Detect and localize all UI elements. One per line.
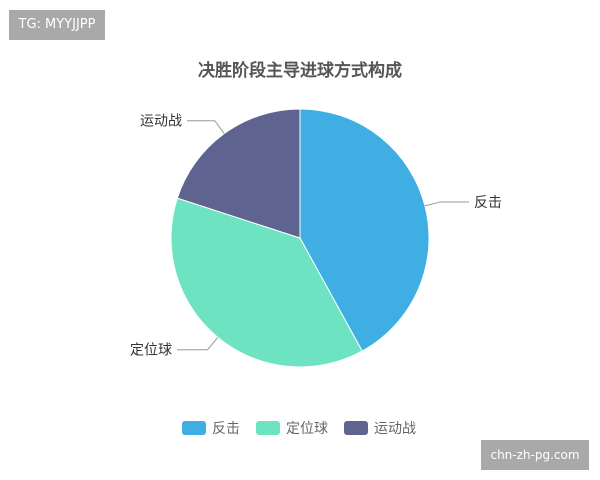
label-leader-line: [187, 120, 225, 134]
chart-title: 决胜阶段主导进球方式构成: [198, 61, 402, 81]
label-leader-line: [177, 337, 219, 351]
watermark-bottom: chn-zh-pg.com: [481, 440, 589, 470]
legend-item[interactable]: 定位球: [286, 421, 328, 437]
slice-label: 定位球: [130, 343, 172, 359]
watermark-top: TG: MYYJJPP: [9, 10, 105, 40]
legend-swatch[interactable]: [256, 421, 280, 435]
legend-item[interactable]: 运动战: [374, 421, 416, 437]
legend-item[interactable]: 反击: [212, 421, 240, 437]
pie-slice-2: [176, 108, 301, 239]
slice-label: 反击: [474, 195, 502, 211]
legend-swatch[interactable]: [182, 421, 206, 435]
legend-swatch[interactable]: [344, 421, 368, 435]
slice-label: 运动战: [140, 114, 182, 130]
label-leader-line: [424, 201, 469, 207]
pie-slice-1: [170, 197, 363, 368]
